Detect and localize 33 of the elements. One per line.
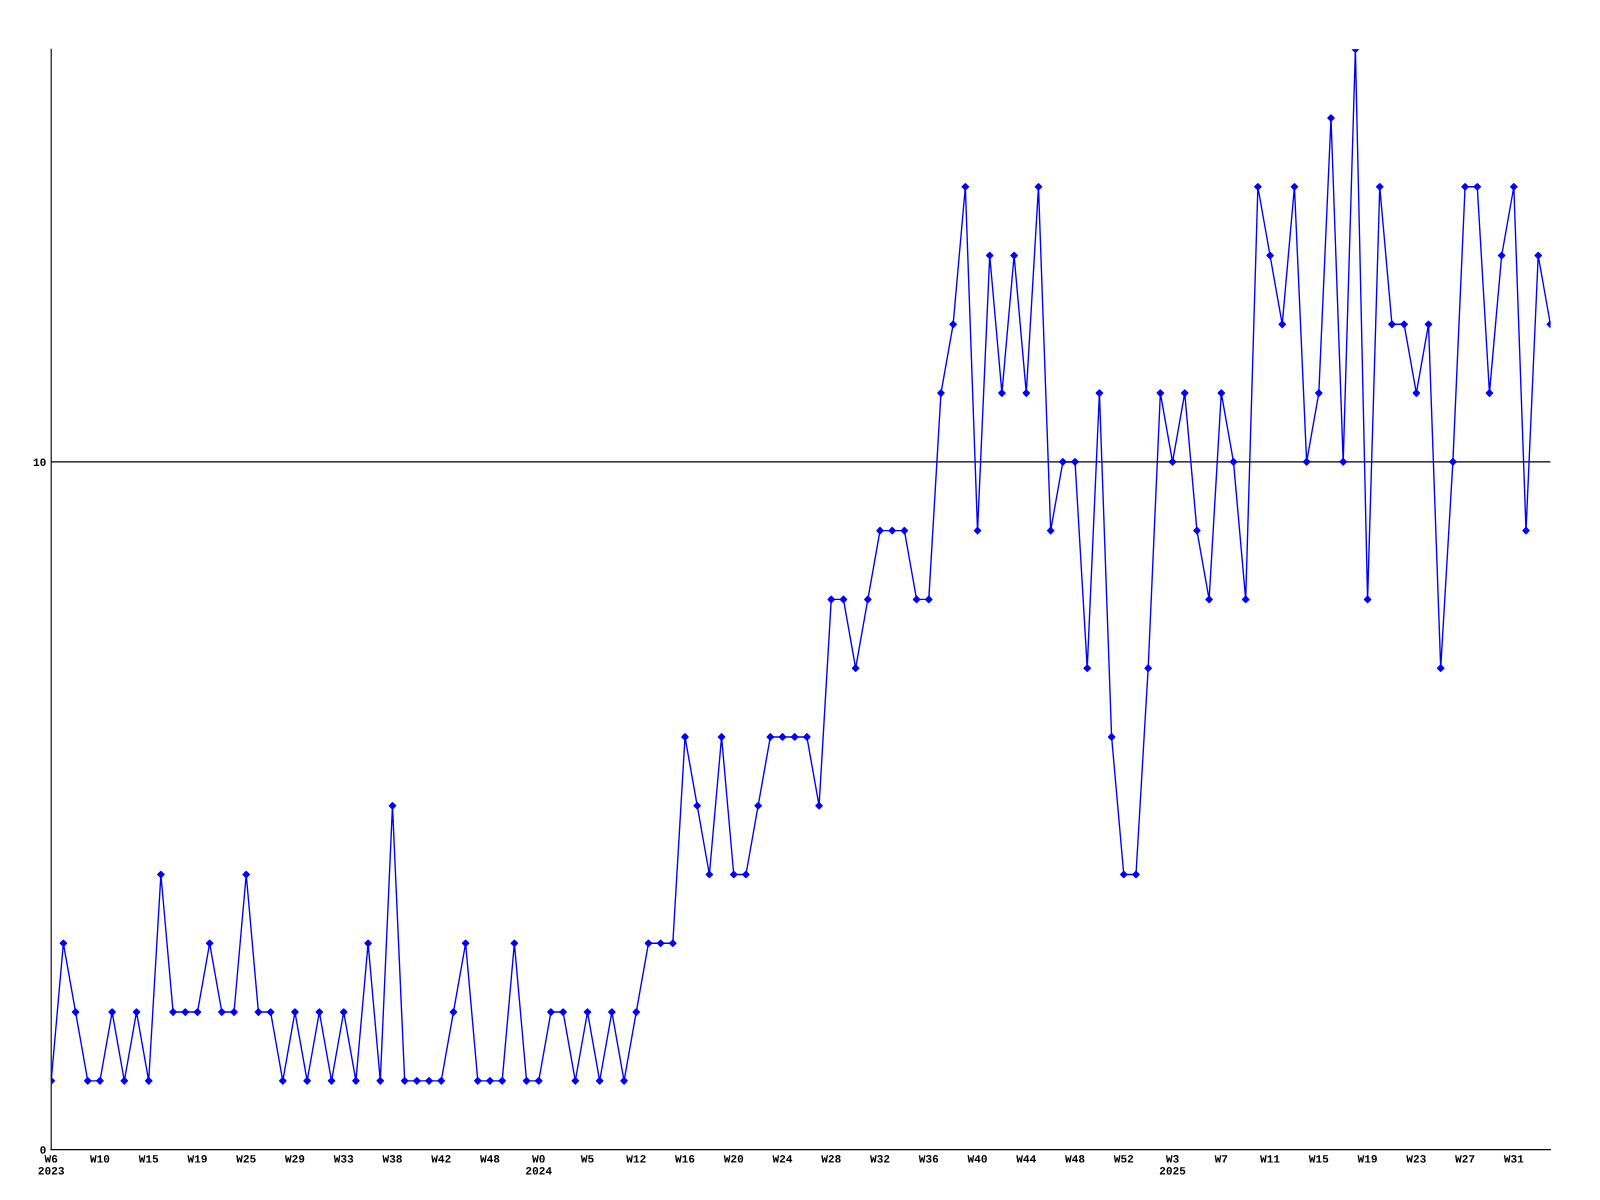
x-tick-label: W24 [772, 1155, 793, 1163]
y-tick-label: 10 [33, 458, 46, 466]
x-tick-label: W48 [1065, 1155, 1085, 1163]
x-tick-label: W23 [1406, 1155, 1426, 1163]
x-tick-label: W40 [967, 1155, 987, 1163]
x-tick-label: W7 [1214, 1155, 1228, 1163]
x-tick-label: W20 [723, 1155, 744, 1163]
y-tick-label: 0 [40, 1146, 46, 1154]
x-tick-label: W6 2023 [38, 1155, 64, 1175]
x-tick-label: W28 [821, 1155, 841, 1163]
x-tick-label: W19 [187, 1155, 207, 1163]
x-tick-label: W12 [626, 1155, 646, 1163]
x-tick-label: W38 [382, 1155, 402, 1163]
x-tick-label: W19 [1357, 1155, 1377, 1163]
x-tick-label: W10 [89, 1155, 110, 1163]
x-tick-label: W42 [431, 1155, 451, 1163]
x-tick-label: W0 2024 [526, 1155, 552, 1175]
x-tick-label: W32 [870, 1155, 890, 1163]
x-tick-label: W36 [918, 1155, 939, 1163]
x-tick-label: W3 2025 [1159, 1155, 1186, 1175]
x-tick-label: W44 [1016, 1155, 1036, 1163]
x-tick-label: W31 [1503, 1155, 1524, 1163]
x-tick-label: W15 [138, 1155, 159, 1163]
x-tick-label: W16 [675, 1155, 695, 1163]
x-tick-label: W52 [1113, 1155, 1134, 1163]
x-tick-label: W29 [284, 1155, 305, 1163]
x-tick-label: W33 [333, 1155, 354, 1163]
x-tick-label: W11 [1260, 1155, 1280, 1163]
x-tick-label: W5 [580, 1155, 594, 1163]
x-tick-label: W27 [1455, 1155, 1475, 1163]
x-tick-label: W15 [1308, 1155, 1329, 1163]
x-tick-label: W48 [479, 1155, 500, 1163]
x-tick-label: W25 [236, 1155, 256, 1163]
